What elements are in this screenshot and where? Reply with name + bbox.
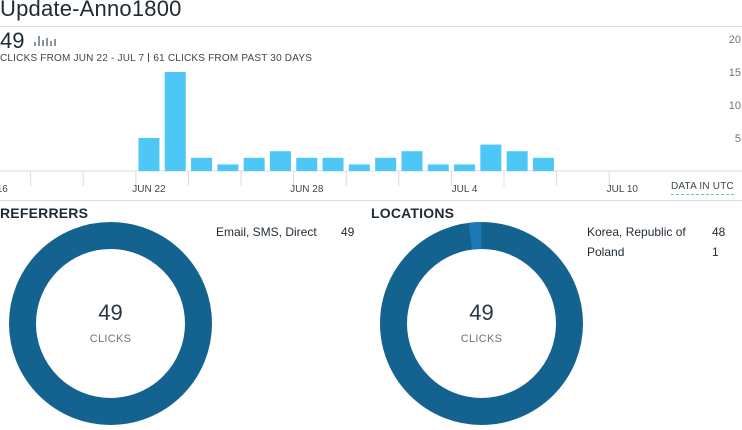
referrer-value: 49 [341,225,355,239]
chart-bar[interactable] [269,151,291,171]
chart-bar[interactable] [217,164,239,171]
past-30-days-clicks: 61 CLICKS FROM PAST 30 DAYS [153,53,313,64]
referrers-donut-segment[interactable] [9,222,212,425]
chart-x-tick-label: JUN 16 [0,184,8,195]
chart-bar[interactable] [427,164,449,171]
chart-bar[interactable] [480,144,502,171]
chart-y-tick-label: 20 [729,34,741,46]
locations-center-label: CLICKS [460,333,503,345]
locations-donut-ring [380,222,583,425]
chart-bar[interactable] [138,138,160,171]
chart-y-tick-label: 15 [729,67,741,79]
chart-y-tick-label: 10 [729,100,741,112]
referrers-center-value: 49 [98,300,123,325]
chart-bar[interactable] [348,164,370,171]
referrer-row[interactable]: Email, SMS, Direct 49 [216,225,358,245]
chart-bar[interactable] [243,157,265,171]
chart-y-tick-label: 5 [735,133,741,145]
clicks-summary: CLICKS FROM JUN 22 - JUL 7 61 CLICKS FROM… [0,53,312,64]
section-divider [0,200,742,201]
header-divider [0,26,742,27]
chart-bar[interactable] [401,151,423,171]
location-row-korea[interactable]: Korea, Republic of 48 [587,225,729,245]
chart-bar[interactable] [506,151,528,171]
referrers-heading: REFERRERS [0,205,89,221]
summary-separator [148,53,150,62]
page-title: Update-Anno1800 [0,0,182,21]
location-value: 48 [712,225,726,239]
chart-bar[interactable] [296,157,318,171]
locations-legend: Korea, Republic of 48 Poland 1 [587,225,729,265]
locations-donut[interactable]: 49 CLICKS [380,222,583,425]
referrers-center-label: CLICKS [89,333,132,345]
chart-bar[interactable] [375,157,397,171]
referrer-name: Email, SMS, Direct [216,225,317,239]
chart-bar[interactable] [322,157,344,171]
locations-segment-korea[interactable] [380,222,583,425]
locations-center-value: 49 [469,300,494,325]
referrers-donut-ring [9,222,212,425]
location-row-poland[interactable]: Poland 1 [587,245,729,265]
clicks-bar-chart: 5 10 15 20 JUN 16 JUN 22 JUN 28 JUL 4 JUL 10 [0,34,742,195]
chart-x-tick-label: JUL 10 [607,184,639,195]
location-name: Poland [587,245,625,259]
bar-chart-icon[interactable] [34,36,56,46]
chart-x-tick-label: JUN 22 [132,184,166,195]
referrers-donut[interactable]: 49 CLICKS [9,222,212,425]
chart-bar[interactable] [454,164,476,171]
date-range-clicks: CLICKS FROM JUN 22 - JUL 7 [0,53,145,64]
chart-bar[interactable] [191,157,213,171]
chart-x-tick-label: JUN 28 [290,184,324,195]
chart-bar[interactable] [532,157,554,171]
chart-bar[interactable] [164,72,186,171]
data-timezone-link[interactable]: DATA IN UTC [671,181,734,195]
referrers-legend: Email, SMS, Direct 49 [216,225,358,245]
chart-x-tick-label: JUL 4 [452,184,478,195]
location-name: Korea, Republic of [587,225,686,239]
total-clicks: 49 [0,28,25,53]
location-value: 1 [712,245,719,259]
locations-heading: LOCATIONS [371,205,455,221]
